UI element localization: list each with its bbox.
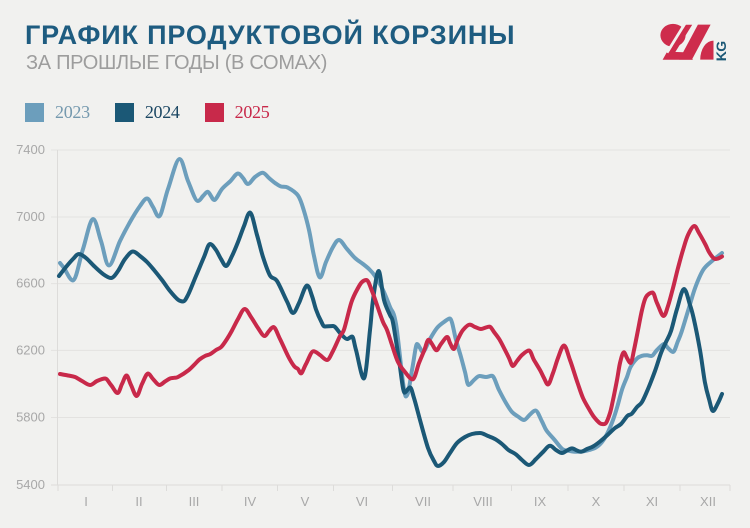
svg-text:6600: 6600 bbox=[16, 276, 45, 291]
svg-text:VII: VII bbox=[415, 494, 431, 509]
svg-text:VIII: VIII bbox=[473, 494, 493, 509]
svg-text:5400: 5400 bbox=[16, 477, 45, 492]
svg-text:7400: 7400 bbox=[16, 142, 45, 157]
svg-text:III: III bbox=[189, 494, 200, 509]
svg-text:7000: 7000 bbox=[16, 209, 45, 224]
svg-text:KG: KG bbox=[713, 41, 729, 62]
svg-text:6200: 6200 bbox=[16, 342, 45, 357]
svg-text:IV: IV bbox=[244, 494, 257, 509]
svg-text:VI: VI bbox=[356, 494, 368, 509]
svg-text:XI: XI bbox=[646, 494, 658, 509]
svg-text:X: X bbox=[592, 494, 601, 509]
svg-text:II: II bbox=[135, 494, 142, 509]
svg-text:I: I bbox=[84, 494, 88, 509]
svg-text:IX: IX bbox=[534, 494, 547, 509]
svg-text:XII: XII bbox=[700, 494, 716, 509]
svg-text:V: V bbox=[301, 494, 310, 509]
svg-text:5800: 5800 bbox=[16, 410, 45, 425]
